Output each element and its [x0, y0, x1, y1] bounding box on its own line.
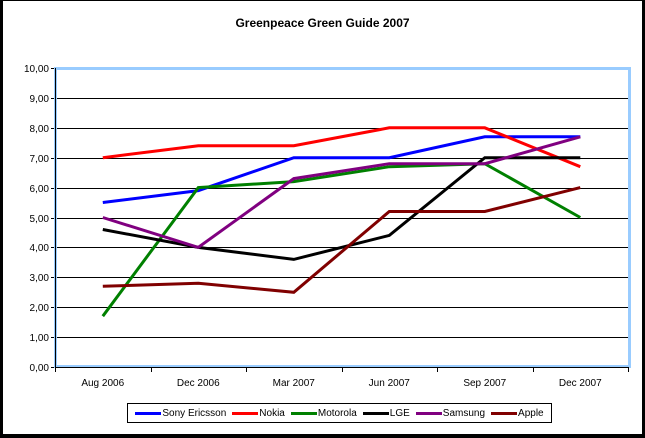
series-line-apple [102, 186, 581, 294]
y-tick-label: 1,00 [30, 333, 50, 344]
series-line-motorola [101, 162, 582, 318]
legend-swatch [290, 411, 317, 415]
y-tick-label: 5,00 [30, 214, 50, 225]
y-tick-label: 4,00 [30, 243, 50, 254]
legend-label: Motorola [317, 407, 357, 419]
chart-legend: Sony Ericsson Nokia Motorola LGE Samsung Appl… [127, 403, 552, 423]
legend-item: Motorola [290, 407, 357, 419]
legend-item: LGE [362, 407, 410, 419]
y-tick-label: 6,00 [30, 184, 50, 195]
x-tick-label: Sep 2007 [463, 378, 506, 389]
legend-swatch [362, 411, 389, 415]
y-tick-label: 10,00 [24, 64, 49, 75]
y-tick-label: 0,00 [30, 363, 50, 374]
chart-title: Greenpeace Green Guide 2007 [235, 16, 410, 30]
legend-swatch [491, 411, 518, 415]
legend-item: Apple [491, 408, 544, 419]
x-tick-label: Dec 2007 [559, 378, 602, 389]
y-tick-label: 2,00 [30, 303, 50, 314]
legend-swatch [135, 411, 162, 415]
y-tick-label: 9,00 [30, 94, 50, 105]
y-tick-label: 8,00 [30, 124, 50, 135]
plot-background [55, 68, 628, 367]
legend-swatch [415, 411, 442, 415]
series-line-samsung [102, 135, 581, 250]
x-tick-label: Jun 2007 [369, 378, 411, 389]
legend-swatch [232, 411, 259, 415]
legend-label: Nokia [259, 407, 285, 419]
x-tick-label: Aug 2006 [81, 378, 124, 389]
legend-label: Apple [518, 407, 544, 419]
legend-item: Nokia [232, 408, 285, 419]
y-tick-label: 7,00 [30, 154, 50, 165]
legend-label: LGE [389, 407, 410, 419]
series-line-nokia [102, 126, 581, 169]
legend-item: Samsung [415, 407, 486, 419]
x-tick-label: Dec 2006 [177, 378, 220, 389]
legend-label: Samsung [442, 407, 486, 419]
legend-item: Sony Ericsson [135, 408, 226, 419]
series-line-sony-ericsson [102, 135, 581, 204]
x-tick-label: Mar 2007 [273, 378, 316, 389]
legend-label: Sony Ericsson [162, 407, 227, 419]
y-tick-label: 3,00 [30, 273, 50, 284]
